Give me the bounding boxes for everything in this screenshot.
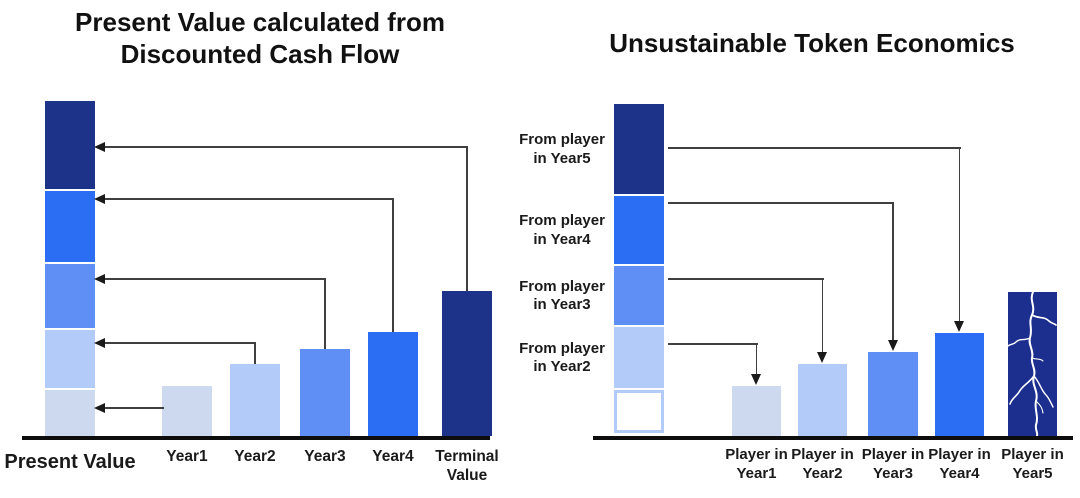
arrowhead-left-icon	[94, 338, 105, 348]
arrowhead-down-icon	[954, 321, 964, 332]
stack-side-label-line-0: From player	[519, 212, 605, 229]
bar-label-line-1: Year5	[1012, 464, 1053, 482]
bar-label-player-in-year5: Player in Year5	[988, 446, 1078, 484]
bar-player-in-year1	[732, 386, 781, 436]
stack-side-label-line-0: From player	[519, 339, 605, 357]
flow-line-v-terminal-value	[466, 146, 468, 291]
left-chart-title-line2: Discounted Cash Flow	[120, 39, 400, 70]
left-chart-title-line1: Present Value calculated from	[75, 7, 445, 37]
bar-label-line-0: Player in	[861, 446, 925, 463]
bar-label-line-0: Player in	[725, 446, 788, 463]
flow-line-v-from-player-in-year4	[892, 202, 894, 343]
stack-side-label-line-1: in Year5	[533, 149, 591, 167]
bar-label-year3: Year3	[304, 448, 346, 465]
flow-line-h-from-player-in-year4	[668, 202, 894, 204]
bar-player-in-year5	[1008, 292, 1057, 436]
stack-side-label-from-player-in-year2: From player in Year2	[517, 340, 607, 378]
baseline-left	[22, 436, 490, 440]
bar-label-line-1: Year4	[939, 464, 980, 482]
bar-label-year2: Year2	[234, 448, 276, 465]
flow-line-v-from-player-in-year5	[958, 147, 961, 324]
stack-side-label-line-1: in Year3	[533, 296, 591, 314]
bar-year2	[230, 364, 280, 436]
bar-label-player-in-year2: Player in Year2	[778, 446, 868, 484]
token-stack-segment-from-player-in-year5	[614, 104, 664, 194]
bar-label-line-1: Year2	[802, 464, 843, 482]
baseline-right	[593, 436, 1073, 440]
flow-line-h-from-player-in-year5	[668, 147, 961, 149]
token-stack-segment-empty-bottom-slot	[614, 390, 664, 433]
arrowhead-left-icon	[94, 403, 105, 413]
flow-line-v-from-player-in-year3	[821, 278, 824, 355]
left-chart-title: Present Value calculated from Discounted…	[20, 6, 500, 70]
stack-side-label-line-0: From player	[519, 131, 605, 148]
right-chart-title: Unsustainable Token Economics	[609, 28, 1015, 58]
token-stack-segment-from-player-in-year4	[614, 196, 664, 264]
arrowhead-down-icon	[887, 340, 898, 351]
token-stack-segment-from-player-in-year2	[614, 327, 664, 388]
stack-side-label-line-1: in Year4	[533, 230, 591, 248]
pv-stack-segment-year2	[45, 330, 95, 388]
bar-label-player-in-year3: Player in Year3	[848, 446, 938, 484]
stack-side-label-from-player-in-year3: From player in Year3	[517, 278, 607, 316]
bar-label-terminal-value: Terminal Value	[435, 448, 499, 485]
bar-label-line-0: Player in	[791, 446, 854, 463]
flow-line-h-year2	[104, 342, 256, 344]
bar-label-line-0: Player in	[1001, 446, 1064, 463]
flow-line-h-year3	[104, 278, 326, 280]
flow-line-h-from-player-in-year2	[668, 343, 758, 345]
stack-side-label-from-player-in-year4: From player in Year4	[517, 212, 607, 250]
arrowhead-left-icon	[94, 194, 105, 204]
flow-line-h-from-player-in-year3	[668, 278, 824, 280]
bar-year4	[368, 332, 418, 436]
bar-terminal-value	[442, 291, 492, 436]
bar-label-year4: Year4	[372, 448, 414, 465]
flow-line-v-year4	[392, 198, 394, 332]
flow-line-h-year1	[104, 407, 164, 409]
stack-side-label-line-0: From player	[519, 277, 605, 295]
flow-line-v-from-player-in-year2	[755, 343, 758, 377]
bar-label-player-in-year4: Player in Year4	[915, 446, 1005, 484]
stack-side-label-line-1: in Year2	[533, 358, 591, 376]
arrowhead-down-icon	[817, 352, 827, 363]
pv-stack-segment-year1	[45, 390, 95, 436]
bar-label-line-1: Year3	[872, 464, 914, 482]
bar-player-in-year3	[868, 352, 918, 436]
bar-player-in-year2	[798, 364, 847, 436]
flow-line-v-year2	[254, 342, 256, 364]
bar-player-in-year4	[935, 333, 984, 436]
bar-year3	[300, 349, 350, 436]
flow-line-h-terminal-value	[104, 146, 468, 148]
bar-label-player-in-year1: Player in Year1	[712, 446, 802, 484]
pv-stack-segment-year3	[45, 264, 95, 328]
bar-label-line-0: Player in	[928, 446, 991, 463]
present-value-axis-label: Present Value	[4, 451, 136, 473]
lightning-cracks-pattern	[1008, 292, 1057, 436]
bar-label-year1: Year1	[166, 448, 208, 465]
arrowhead-down-icon	[751, 374, 761, 385]
token-stack-segment-from-player-in-year3	[614, 266, 664, 325]
pv-stack-segment-terminal-value	[45, 101, 95, 189]
bar-year1	[162, 386, 212, 436]
flow-line-v-year3	[324, 278, 326, 349]
pv-stack-segment-year4	[45, 191, 95, 262]
flow-line-h-year4	[104, 198, 394, 200]
arrowhead-left-icon	[94, 142, 105, 152]
arrowhead-left-icon	[94, 274, 105, 284]
bar-label-line-1: Year1	[736, 464, 777, 482]
stack-side-label-from-player-in-year5: From player in Year5	[517, 131, 607, 169]
